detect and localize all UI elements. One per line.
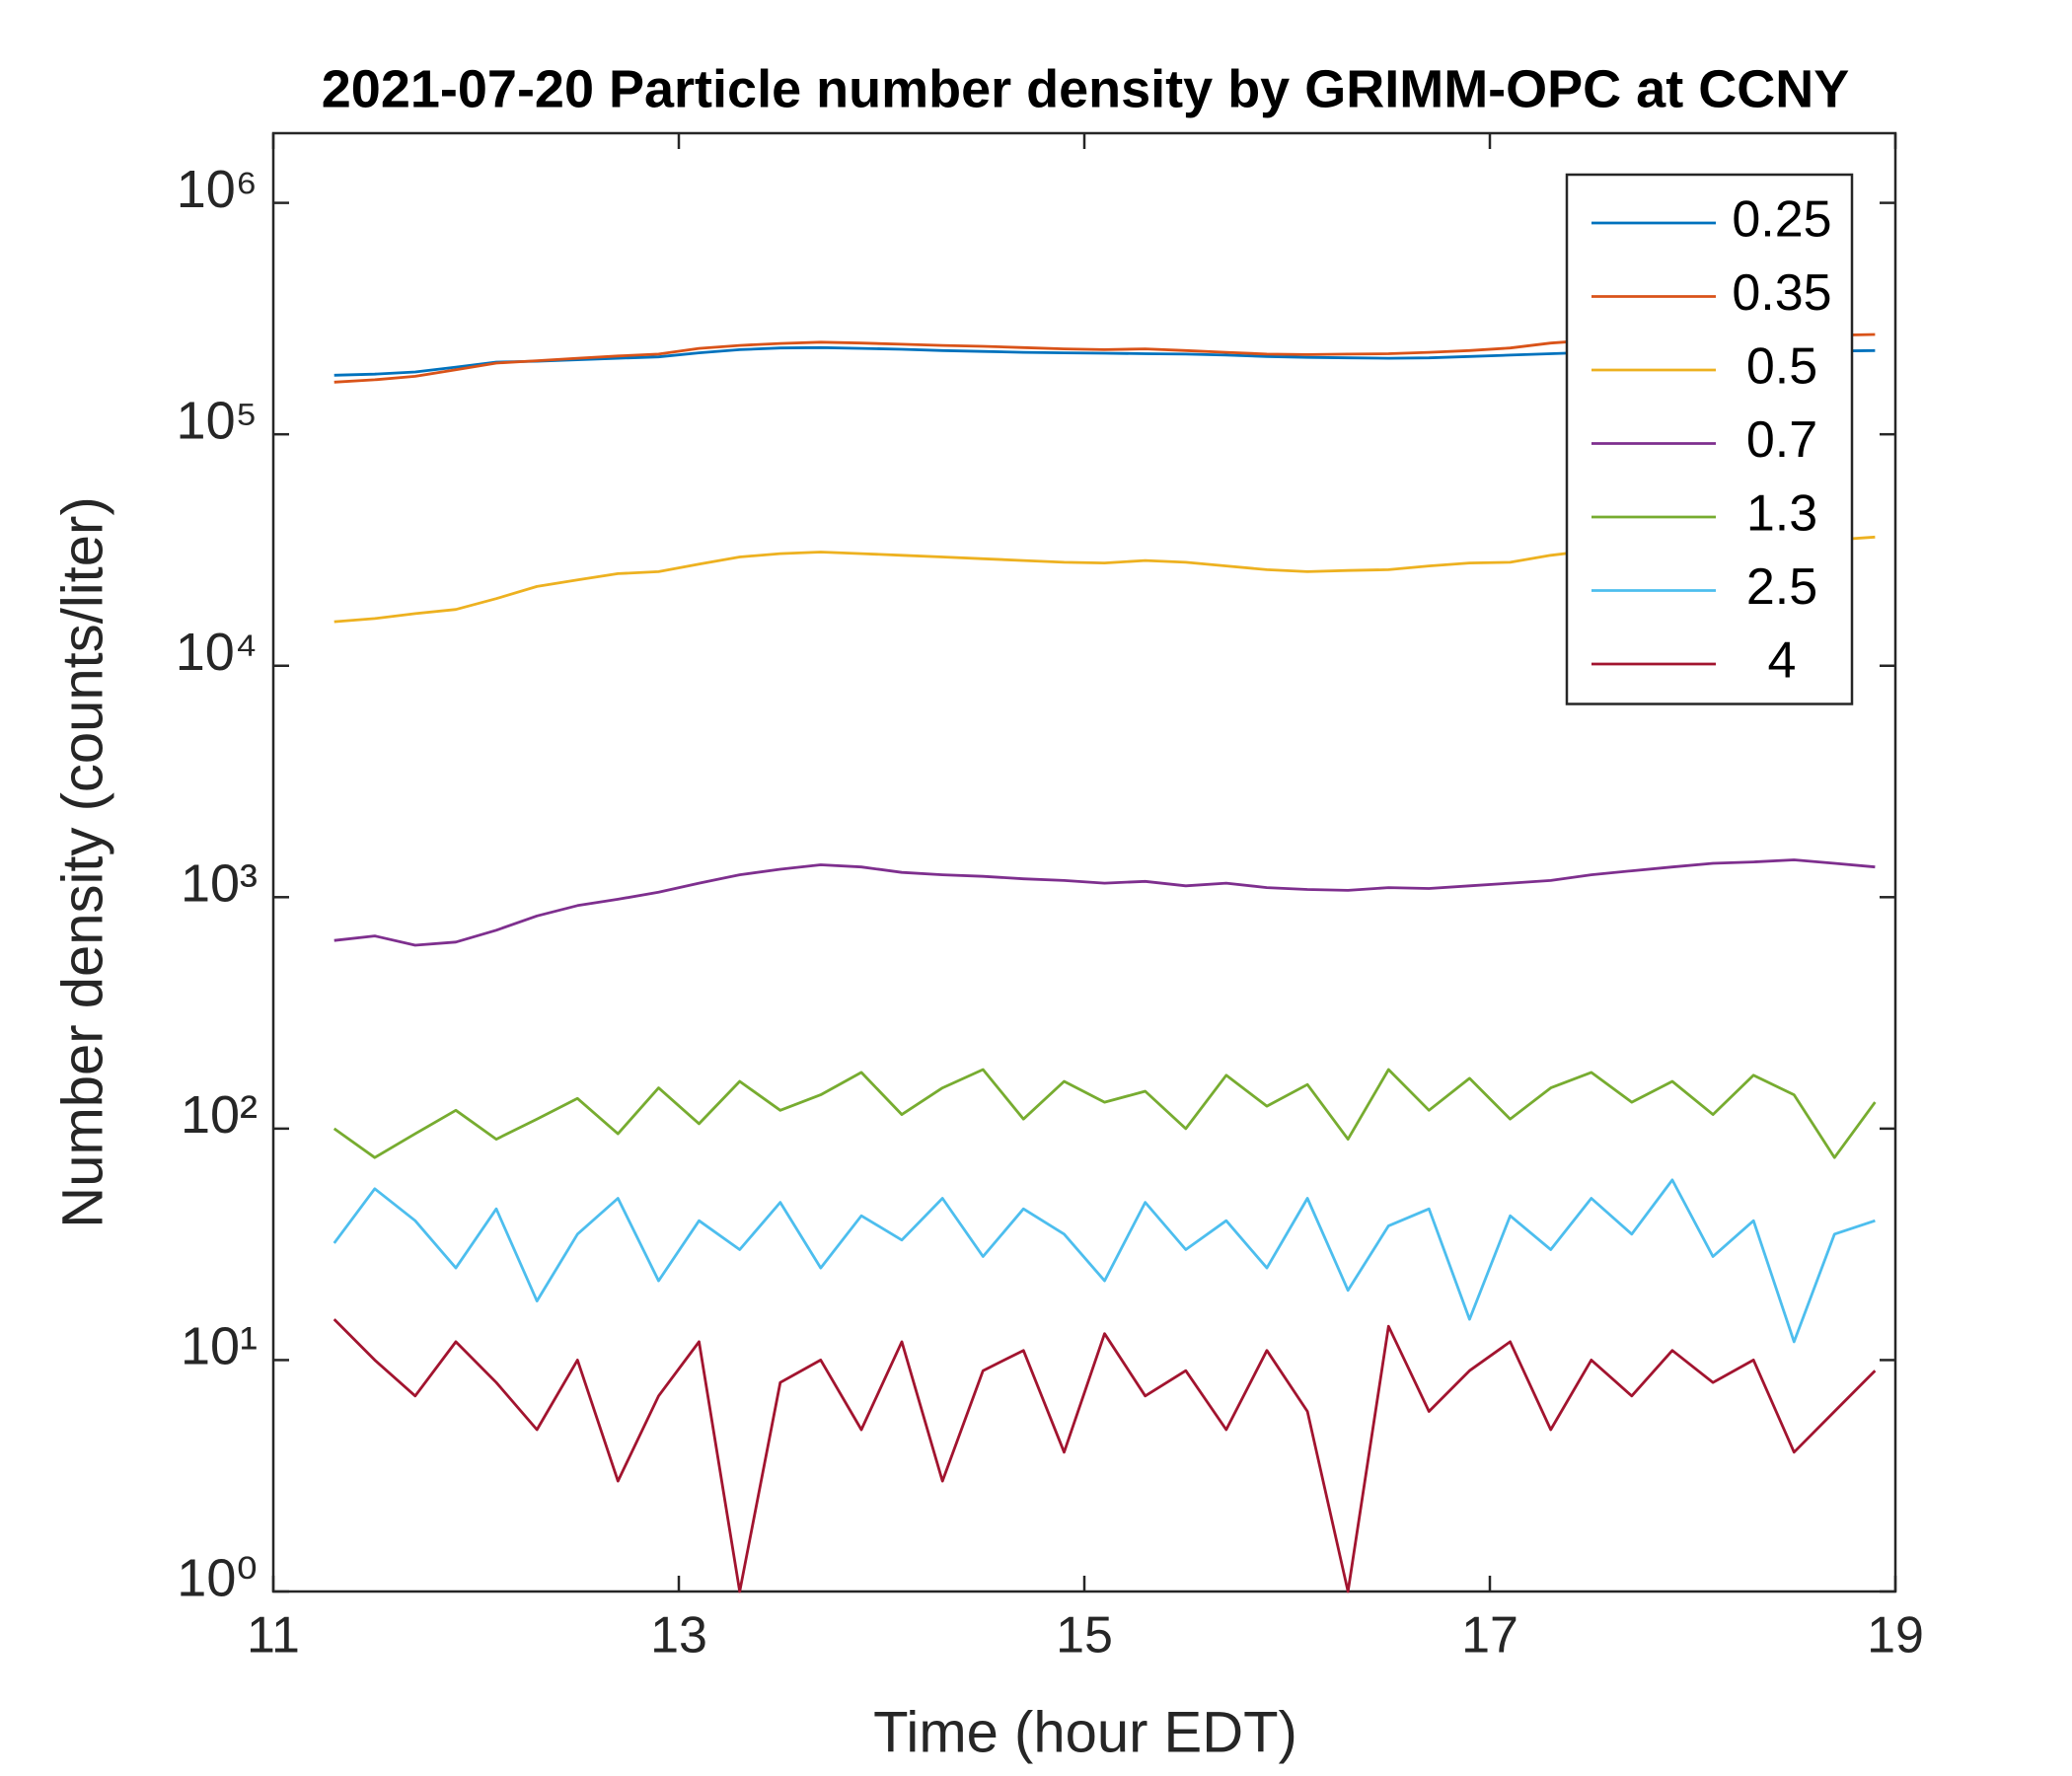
y-tick-label: 10⁰ <box>177 1548 258 1607</box>
legend-label: 0.7 <box>1746 411 1817 469</box>
x-tick-label: 13 <box>650 1607 707 1665</box>
x-tick-label: 15 <box>1056 1607 1113 1665</box>
x-tick-label: 11 <box>247 1607 300 1665</box>
series-line <box>333 1318 1877 1593</box>
y-tick-label: 10⁴ <box>176 623 258 682</box>
legend-label: 2.5 <box>1746 558 1817 616</box>
series-line <box>333 1068 1877 1159</box>
legend-label: 0.25 <box>1732 191 1831 249</box>
y-tick-label: 10³ <box>181 854 258 914</box>
y-tick-label: 10¹ <box>181 1317 258 1376</box>
legend-label: 0.35 <box>1732 264 1831 322</box>
legend-label: 0.5 <box>1746 338 1817 396</box>
x-tick-label: 17 <box>1461 1607 1518 1665</box>
y-tick-label: 10² <box>181 1085 258 1145</box>
x-axis-label: Time (hour EDT) <box>873 1700 1297 1764</box>
legend-box <box>1565 173 1854 705</box>
y-tick-label: 10⁵ <box>177 391 258 450</box>
y-tick-label: 10⁶ <box>177 160 258 219</box>
chart-title: 2021-07-20 Particle number density by GR… <box>322 59 1849 118</box>
series-line <box>333 1178 1876 1344</box>
x-tick-label: 19 <box>1867 1607 1924 1665</box>
legend-label: 1.3 <box>1746 485 1817 543</box>
series-line <box>333 858 1876 947</box>
y-axis-label: Number density (counts/liter) <box>50 496 114 1227</box>
legend-label: 4 <box>1768 632 1797 690</box>
